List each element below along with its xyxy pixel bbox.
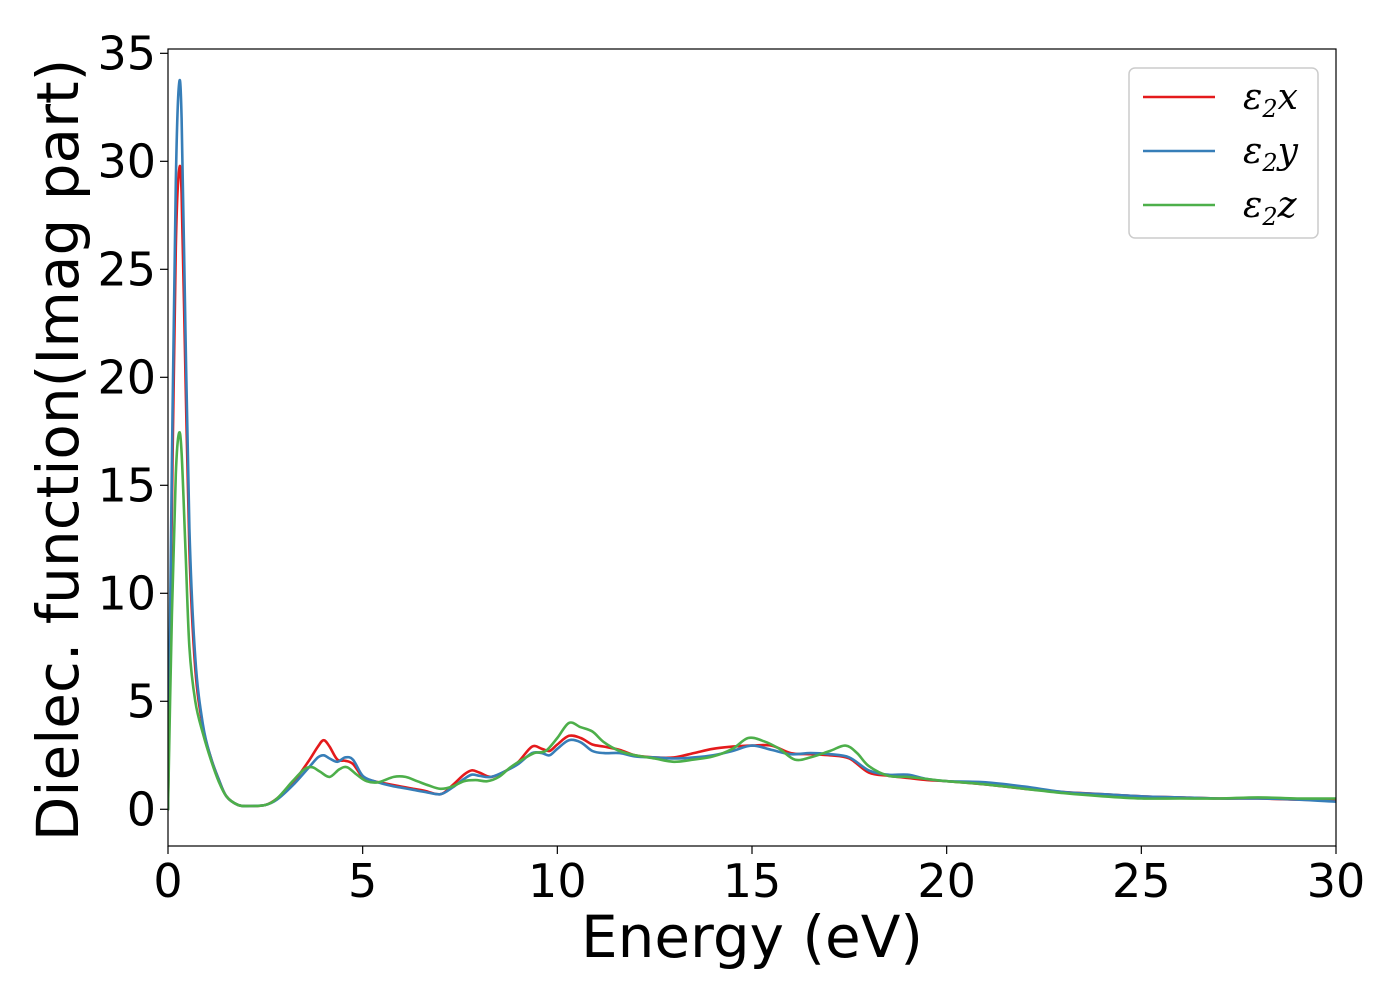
legend-box: [1128, 67, 1319, 239]
y-tick-label: 15: [97, 458, 156, 512]
x-axis-label: Energy (eV): [581, 903, 923, 971]
y-tick-label: 10: [97, 566, 156, 620]
x-tick-label: 20: [917, 854, 976, 908]
series-line-z: [168, 430, 1336, 811]
series-group: [168, 78, 1336, 811]
x-tick-label: 25: [1112, 854, 1171, 908]
x-axis: 0 5 10 15 20 25 30: [153, 846, 1365, 908]
legend-label-z: ε2z: [1243, 185, 1298, 231]
legend-label-x: ε2x: [1243, 77, 1298, 123]
y-tick-label: 25: [97, 242, 156, 296]
y-axis-label: Dielec. function(Imag part): [24, 59, 92, 842]
legend-label-y: ε2y: [1243, 131, 1299, 177]
x-tick-label: 0: [153, 854, 182, 908]
y-tick-label: 0: [127, 782, 156, 836]
y-tick-label: 30: [97, 134, 156, 188]
x-tick-label: 5: [348, 854, 377, 908]
y-tick-label: 5: [127, 674, 156, 728]
y-tick-label: 35: [97, 26, 156, 80]
legend: ε2x ε2y ε2z: [1128, 67, 1319, 239]
y-axis: 0 5 10 15 20 25 30 35: [97, 26, 168, 836]
x-tick-label: 30: [1307, 854, 1366, 908]
x-tick-label: 10: [528, 854, 587, 908]
y-tick-label: 20: [97, 350, 156, 404]
x-tick-label: 15: [723, 854, 782, 908]
